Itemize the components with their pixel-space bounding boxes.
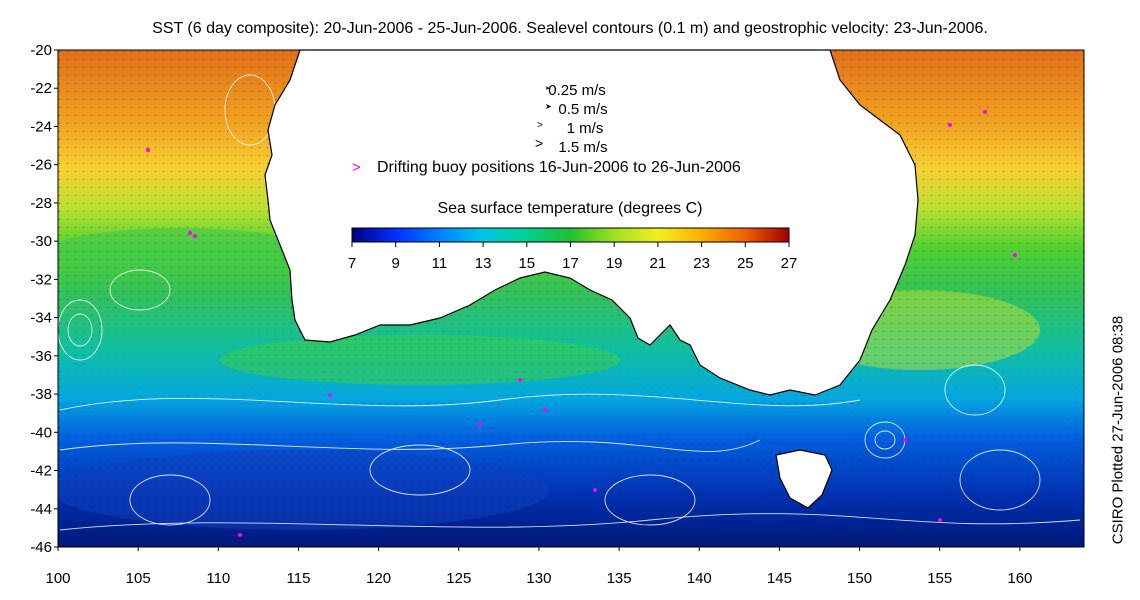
y-tick-label: -22 (30, 80, 52, 97)
y-tick-label: -44 (30, 501, 52, 518)
colorbar-tick-label: 23 (693, 255, 710, 272)
colorbar-tick-label: 25 (737, 255, 754, 272)
buoy-marker-icon: > (352, 159, 361, 176)
x-tick-label: 110 (206, 570, 230, 587)
svg-text:>: > (537, 120, 543, 131)
buoy-positions (146, 110, 1017, 537)
sealevel-contours (58, 74, 1081, 531)
colorbar-tick-label: 15 (518, 255, 535, 272)
y-tick-label: -28 (30, 195, 52, 212)
y-axis-ticks: -20 -22 -24 -26 -28 -30 -32 -34 -36 -38 -40 -42 -44 -… (30, 42, 58, 556)
velocity-label-0.25: 0.25 m/s (548, 82, 606, 99)
svg-text:>: > (535, 135, 543, 151)
x-tick-label: 115 (287, 570, 311, 587)
y-tick-label: -42 (30, 463, 52, 480)
x-tick-label: 150 (847, 570, 872, 587)
colorbar-ticks: 7 9 11 13 15 17 19 21 23 25 27 (348, 242, 798, 272)
colorbar-tick-label: 7 (348, 255, 356, 272)
x-tick-label: 125 (446, 570, 471, 587)
velocity-label-1.5: 1.5 m/s (558, 139, 607, 156)
velocity-label-1: 1 m/s (567, 120, 604, 137)
svg-text:➤: ➤ (545, 102, 552, 111)
y-tick-label: -46 (30, 539, 52, 556)
y-tick-label: -30 (30, 233, 52, 250)
colorbar-tick-label: 21 (650, 255, 667, 272)
x-tick-label: 135 (607, 570, 632, 587)
colorbar-tick-label: 27 (781, 255, 798, 272)
land-australia (264, 49, 919, 396)
colorbar-title: Sea surface temperature (degrees C) (437, 200, 702, 217)
colorbar-tick-label: 13 (475, 255, 492, 272)
y-tick-label: -32 (30, 271, 52, 288)
buoy-label: Drifting buoy positions 16-Jun-2006 to 2… (377, 159, 741, 176)
x-axis-ticks: 100 105 110 115 120 125 130 135 140 145 150 155 160 (45, 547, 1032, 587)
y-tick-label: -38 (30, 386, 52, 403)
y-tick-label: -36 (30, 348, 52, 365)
y-tick-label: -26 (30, 157, 52, 174)
svg-text:➤: ➤ (545, 86, 550, 92)
colorbar-tick-label: 11 (432, 255, 448, 272)
map-title: SST (6 day composite): 20-Jun-2006 - 25-… (152, 20, 988, 37)
x-tick-label: 120 (366, 570, 391, 587)
colorbar-tick-label: 17 (562, 255, 579, 272)
y-tick-label: -24 (30, 118, 52, 135)
velocity-legend: ➤ ➤ > > 0.25 m/s 0.5 m/s 1 m/s 1.5 m/s >… (348, 82, 798, 272)
land-tasmania (775, 449, 833, 509)
x-tick-label: 130 (526, 570, 551, 587)
colorbar-tick-label: 9 (392, 255, 400, 272)
x-tick-label: 145 (767, 570, 792, 587)
x-tick-label: 140 (687, 570, 712, 587)
colorbar (351, 227, 790, 243)
x-tick-label: 155 (927, 570, 952, 587)
plot-frame (57, 49, 1085, 548)
y-tick-label: -20 (30, 42, 52, 59)
velocity-label-0.5: 0.5 m/s (558, 101, 607, 118)
x-tick-label: 100 (45, 570, 70, 587)
x-tick-label: 160 (1007, 570, 1032, 587)
x-tick-label: 105 (126, 570, 151, 587)
y-tick-label: -34 (30, 310, 52, 327)
colorbar-tick-label: 19 (606, 255, 623, 272)
y-tick-label: -40 (30, 424, 52, 441)
